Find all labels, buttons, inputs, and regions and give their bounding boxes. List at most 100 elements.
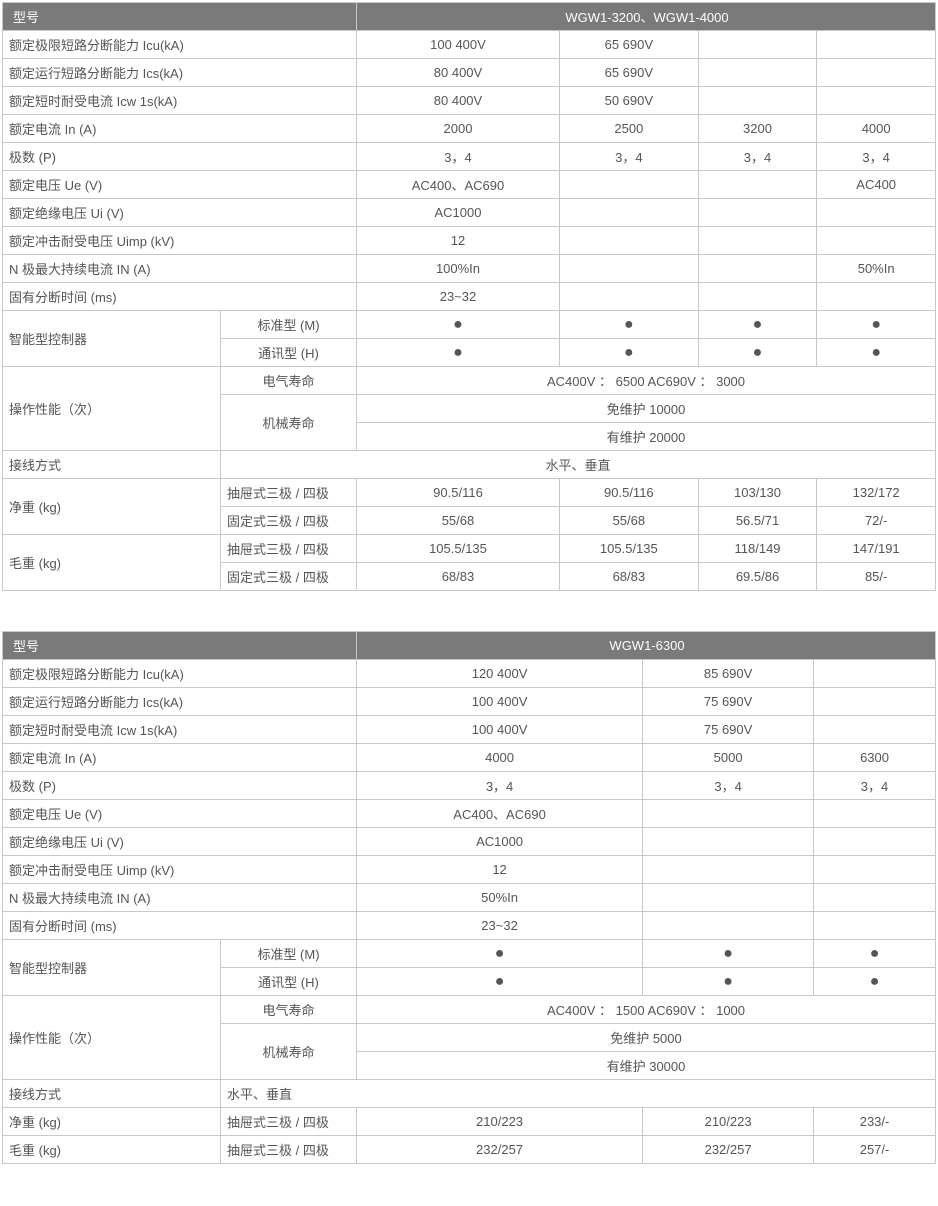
grosswt-f-0: 68/83 xyxy=(357,563,560,591)
in-0: 2000 xyxy=(357,115,560,143)
ctrl-comm-0: ● xyxy=(357,339,560,367)
netwt-drawer-label: 抽屉式三极 / 四极 xyxy=(221,479,357,507)
row2-icu: 额定极限短路分断能力 Icu(kA) 120 400V 85 690V xyxy=(3,660,936,688)
netwt-fixed-label: 固定式三极 / 四极 xyxy=(221,507,357,535)
in2-2: 6300 xyxy=(814,744,936,772)
in-n-0: 100%In xyxy=(357,255,560,283)
netwt-f-1: 55/68 xyxy=(559,507,698,535)
ui2-1 xyxy=(643,828,814,856)
controller2-comm-label: 通讯型 (H) xyxy=(221,968,357,996)
netwt-d-1: 90.5/116 xyxy=(559,479,698,507)
in-n-label: N 极最大持续电流 IN (A) xyxy=(3,255,357,283)
ue2-2 xyxy=(814,800,936,828)
row-ue: 额定电压 Ue (V) AC400、AC690 AC400 xyxy=(3,171,936,199)
netwt-d-3: 132/172 xyxy=(817,479,936,507)
ctrl-std-0: ● xyxy=(357,311,560,339)
uimp-0: 12 xyxy=(357,227,560,255)
uimp-2 xyxy=(698,227,817,255)
icu-0: 100 400V xyxy=(357,31,560,59)
icu2-0: 120 400V xyxy=(357,660,643,688)
netwt2-drawer-label: 抽屉式三极 / 四极 xyxy=(221,1108,357,1136)
row-controller-std: 智能型控制器 标准型 (M) ● ● ● ● xyxy=(3,311,936,339)
icu2-1: 85 690V xyxy=(643,660,814,688)
ics2-2 xyxy=(814,688,936,716)
table2-header-label: 型号 xyxy=(3,632,357,660)
row2-break-time: 固有分断时间 (ms) 23~32 xyxy=(3,912,936,940)
icw-1: 50 690V xyxy=(559,87,698,115)
poles2-label: 极数 (P) xyxy=(3,772,357,800)
row-poles: 极数 (P) 3，4 3，4 3，4 3，4 xyxy=(3,143,936,171)
icu2-label: 额定极限短路分断能力 Icu(kA) xyxy=(3,660,357,688)
table2-header-row: 型号 WGW1-6300 xyxy=(3,632,936,660)
icw2-label: 额定短时耐受电流 Icw 1s(kA) xyxy=(3,716,357,744)
table1-header-label: 型号 xyxy=(3,3,357,31)
row-grosswt-drawer: 毛重 (kg) 抽屉式三极 / 四极 105.5/135 105.5/135 1… xyxy=(3,535,936,563)
in2-0: 4000 xyxy=(357,744,643,772)
row2-grosswt: 毛重 (kg) 抽屉式三极 / 四极 232/257 232/257 257/- xyxy=(3,1136,936,1164)
icw-label: 额定短时耐受电流 Icw 1s(kA) xyxy=(3,87,357,115)
grosswt-f-1: 68/83 xyxy=(559,563,698,591)
grosswt2-d-2: 257/- xyxy=(814,1136,936,1164)
perf-label: 操作性能（次） xyxy=(3,367,221,451)
poles-2: 3，4 xyxy=(698,143,817,171)
poles-label: 极数 (P) xyxy=(3,143,357,171)
ctrl-std-2: ● xyxy=(698,311,817,339)
row-icw: 额定短时耐受电流 Icw 1s(kA) 80 400V 50 690V xyxy=(3,87,936,115)
icu-3 xyxy=(817,31,936,59)
row2-uimp: 额定冲击耐受电压 Uimp (kV) 12 xyxy=(3,856,936,884)
row2-wiring: 接线方式 水平、垂直 xyxy=(3,1080,936,1108)
ue2-label: 额定电压 Ue (V) xyxy=(3,800,357,828)
in-1: 2500 xyxy=(559,115,698,143)
uimp-label: 额定冲击耐受电压 Uimp (kV) xyxy=(3,227,357,255)
uimp-1 xyxy=(559,227,698,255)
ue-label: 额定电压 Ue (V) xyxy=(3,171,357,199)
poles-3: 3，4 xyxy=(817,143,936,171)
mech-life2-2: 有维护 30000 xyxy=(357,1052,936,1080)
in2-label: 额定电流 In (A) xyxy=(3,744,357,772)
poles-1: 3，4 xyxy=(559,143,698,171)
wiring2-label: 接线方式 xyxy=(3,1080,221,1108)
in-n2-0: 50%In xyxy=(357,884,643,912)
icw-2 xyxy=(698,87,817,115)
netwt2-d-0: 210/223 xyxy=(357,1108,643,1136)
ctrl-std-1: ● xyxy=(559,311,698,339)
ui-3 xyxy=(817,199,936,227)
in-n-1 xyxy=(559,255,698,283)
break-time-1 xyxy=(559,283,698,311)
ctrl-comm-3: ● xyxy=(817,339,936,367)
ics2-0: 100 400V xyxy=(357,688,643,716)
controller-std-label: 标准型 (M) xyxy=(221,311,357,339)
ue-2 xyxy=(698,171,817,199)
spec-table-1: 型号 WGW1-3200、WGW1-4000 额定极限短路分断能力 Icu(kA… xyxy=(2,2,936,591)
in2-1: 5000 xyxy=(643,744,814,772)
ue2-0: AC400、AC690 xyxy=(357,800,643,828)
ics-0: 80 400V xyxy=(357,59,560,87)
icw-3 xyxy=(817,87,936,115)
grosswt2-d-0: 232/257 xyxy=(357,1136,643,1164)
table1-header-row: 型号 WGW1-3200、WGW1-4000 xyxy=(3,3,936,31)
uimp2-0: 12 xyxy=(357,856,643,884)
row-elec-life: 操作性能（次） 电气寿命 AC400V ： 6500 AC690V ： 3000 xyxy=(3,367,936,395)
netwt-f-0: 55/68 xyxy=(357,507,560,535)
ue2-1 xyxy=(643,800,814,828)
row2-poles: 极数 (P) 3，4 3，4 3，4 xyxy=(3,772,936,800)
ui-0: AC1000 xyxy=(357,199,560,227)
in-2: 3200 xyxy=(698,115,817,143)
wiring2: 水平、垂直 xyxy=(221,1080,936,1108)
grosswt-d-0: 105.5/135 xyxy=(357,535,560,563)
netwt-d-0: 90.5/116 xyxy=(357,479,560,507)
elec-life2-label: 电气寿命 xyxy=(221,996,357,1024)
row2-elec-life: 操作性能（次） 电气寿命 AC400V ： 1500 AC690V ： 1000 xyxy=(3,996,936,1024)
break-time2-label: 固有分断时间 (ms) xyxy=(3,912,357,940)
table2-header-model: WGW1-6300 xyxy=(357,632,936,660)
icw2-1: 75 690V xyxy=(643,716,814,744)
ics-1: 65 690V xyxy=(559,59,698,87)
wiring-label: 接线方式 xyxy=(3,451,221,479)
in-n2-label: N 极最大持续电流 IN (A) xyxy=(3,884,357,912)
row2-in: 额定电流 In (A) 4000 5000 6300 xyxy=(3,744,936,772)
row-ui: 额定绝缘电压 Ui (V) AC1000 xyxy=(3,199,936,227)
ctrl2-std-2: ● xyxy=(814,940,936,968)
in-n-2 xyxy=(698,255,817,283)
mech-life2-1: 免维护 5000 xyxy=(357,1024,936,1052)
break-time2-1 xyxy=(643,912,814,940)
